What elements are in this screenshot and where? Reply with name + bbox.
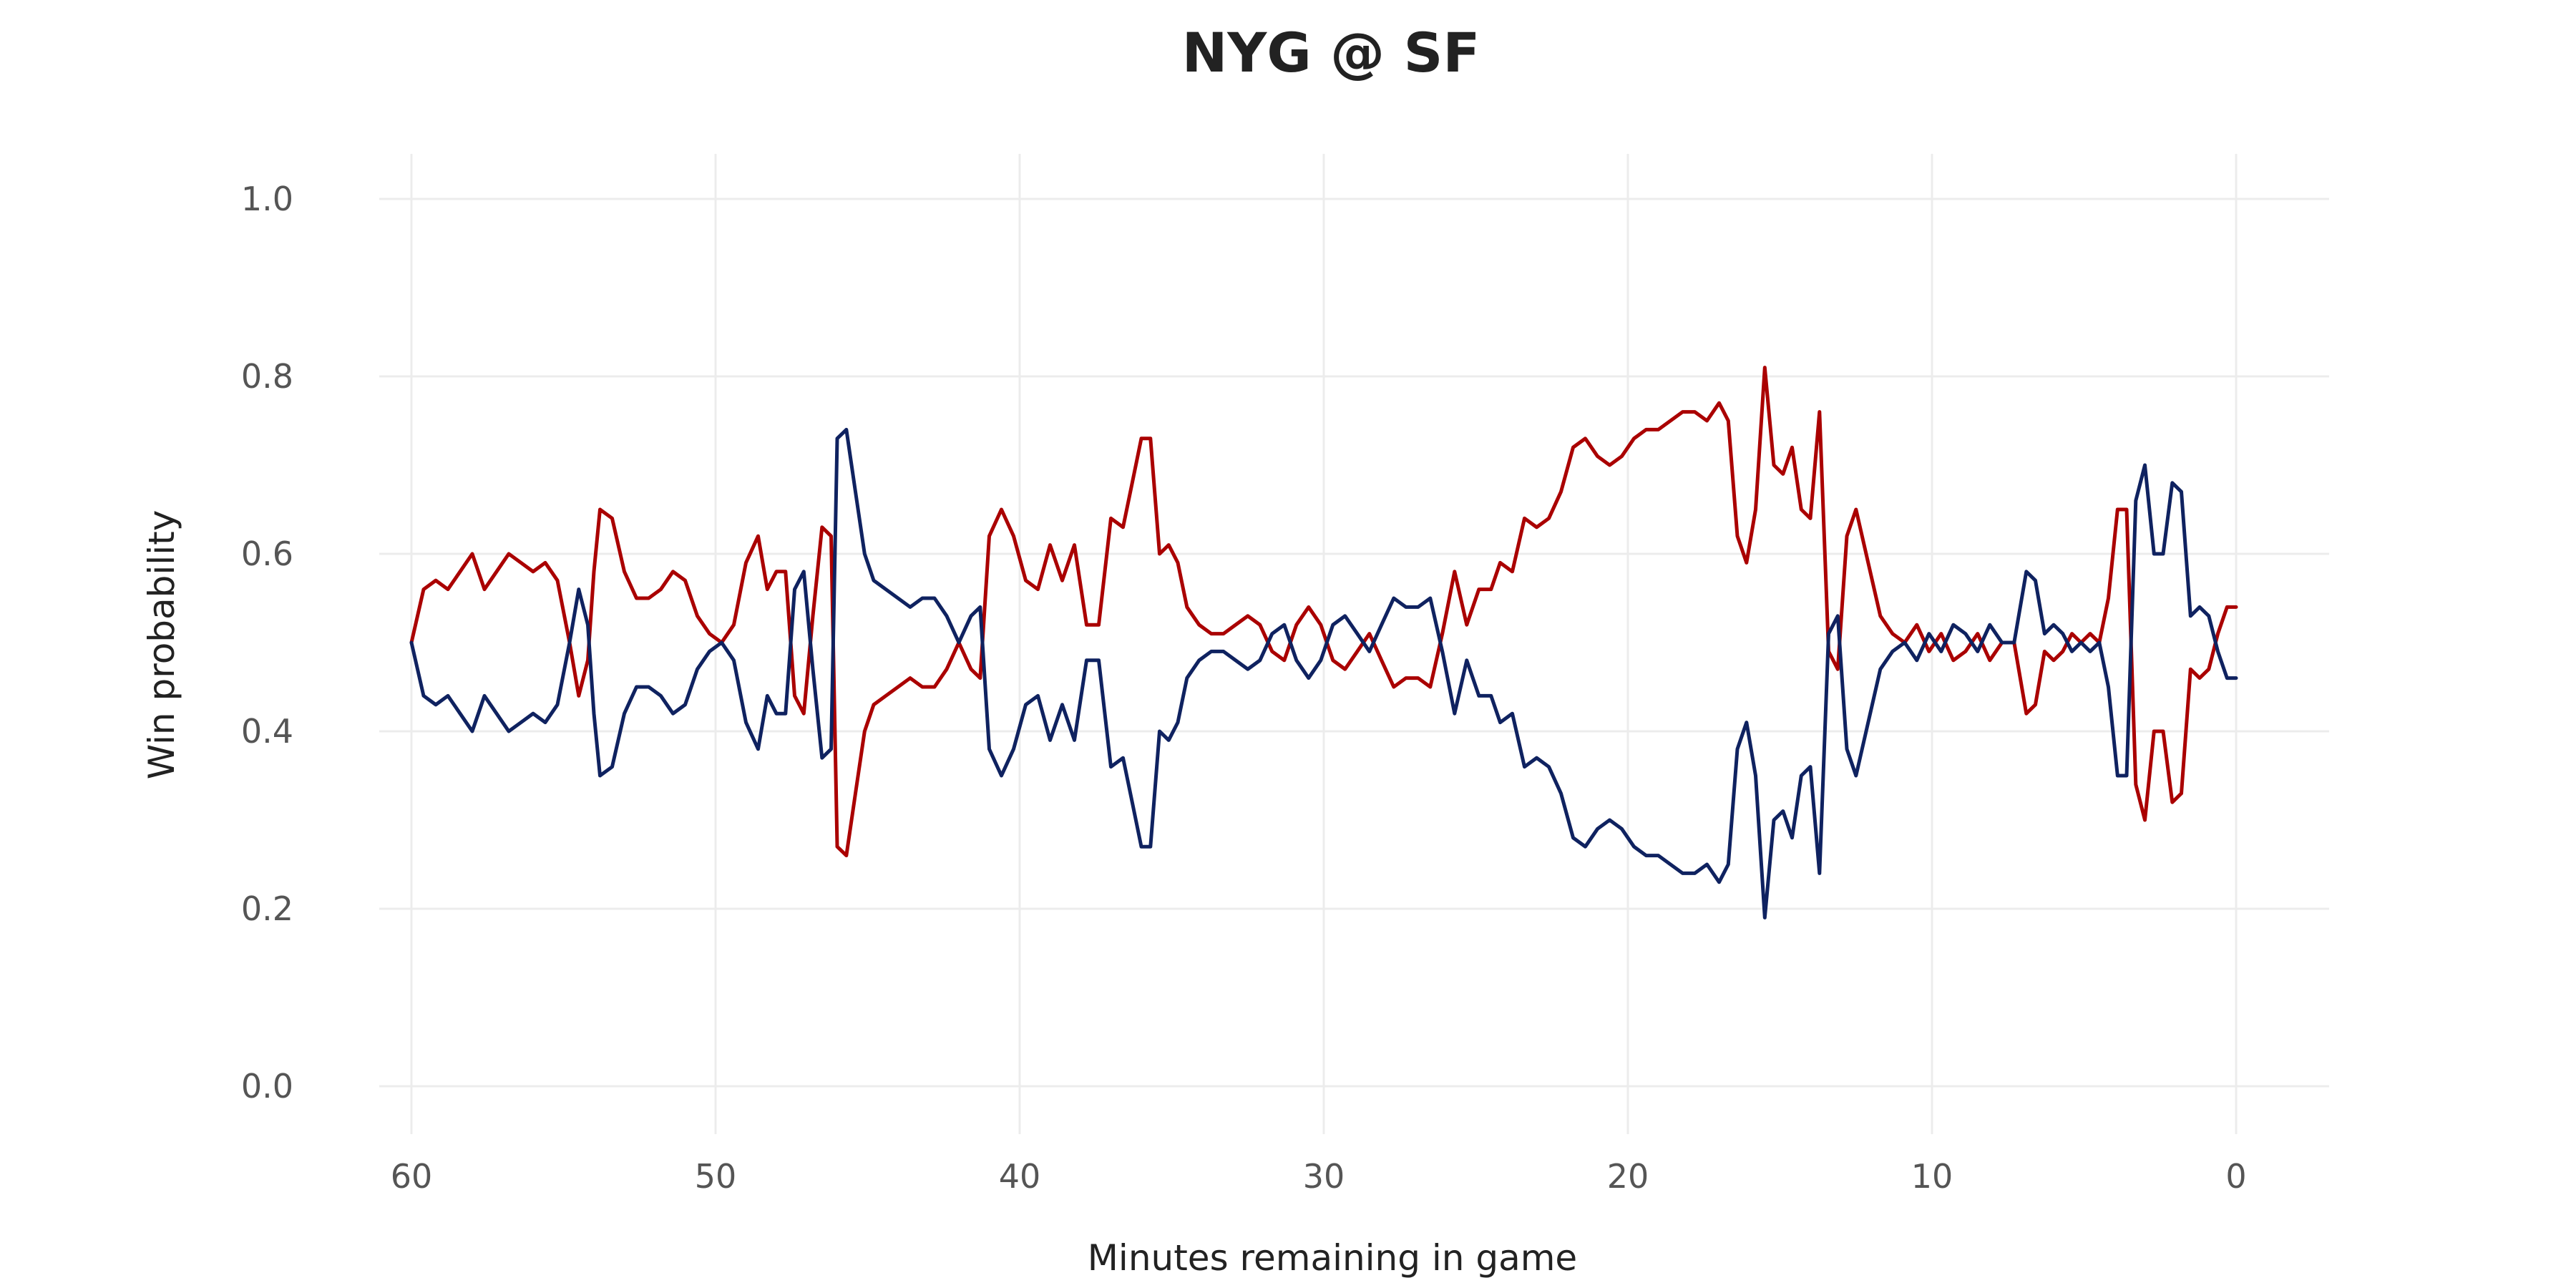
y-tick-label: 0.8 bbox=[241, 357, 293, 396]
series-line-2 bbox=[409, 427, 2238, 919]
x-tick-label: 20 bbox=[1607, 1157, 1649, 1196]
series-lines bbox=[409, 366, 2238, 919]
y-tick-label: 0.4 bbox=[241, 712, 293, 751]
x-tick-label: 10 bbox=[1911, 1157, 1953, 1196]
x-tick-label: 0 bbox=[2225, 1157, 2246, 1196]
x-tick-label: 50 bbox=[695, 1157, 737, 1196]
x-axis-label: Minutes remaining in game bbox=[1088, 1237, 1577, 1279]
y-tick-label: 0.2 bbox=[241, 889, 293, 928]
y-tick-label: 1.0 bbox=[241, 180, 293, 218]
x-tick-label: 60 bbox=[391, 1157, 433, 1196]
x-axis-ticks: 60 50 40 30 20 10 0 bbox=[391, 1157, 2247, 1196]
chart-title: NYG @ SF bbox=[1182, 21, 1480, 84]
x-tick-label: 40 bbox=[999, 1157, 1041, 1196]
series-line-1 bbox=[409, 366, 2238, 858]
x-tick-label: 30 bbox=[1303, 1157, 1345, 1196]
y-tick-label: 0.6 bbox=[241, 535, 293, 573]
grid-lines bbox=[379, 154, 2329, 1134]
y-axis-ticks: 0.0 0.2 0.4 0.6 0.8 1.0 bbox=[241, 180, 293, 1106]
y-tick-label: 0.0 bbox=[241, 1067, 293, 1106]
y-axis-label: Win probability bbox=[141, 510, 182, 780]
